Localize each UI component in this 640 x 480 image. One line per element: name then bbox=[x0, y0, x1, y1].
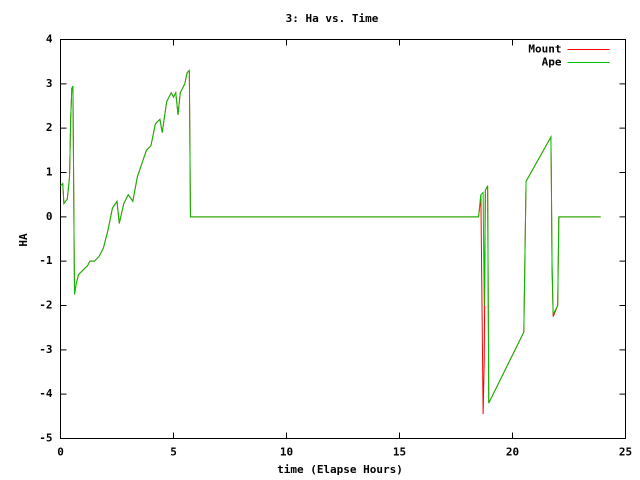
y-tick-label: 1 bbox=[46, 166, 53, 179]
y-tick-label: -2 bbox=[39, 299, 52, 312]
y-tick-label: -3 bbox=[39, 343, 52, 356]
y-tick-label: -1 bbox=[39, 254, 53, 267]
y-tick-label: 0 bbox=[46, 210, 53, 223]
y-tick-label: 3 bbox=[46, 77, 53, 90]
y-tick-label: 4 bbox=[46, 33, 53, 46]
legend-label: Mount bbox=[528, 43, 561, 56]
x-tick-label: 10 bbox=[280, 446, 293, 459]
y-tick-label: -4 bbox=[39, 387, 53, 400]
y-axis-label: HA bbox=[17, 233, 30, 247]
legend-label: Ape bbox=[542, 56, 562, 69]
y-tick-label: -5 bbox=[39, 432, 52, 445]
x-tick-label: 25 bbox=[619, 446, 632, 459]
x-tick-label: 0 bbox=[57, 446, 64, 459]
y-tick-label: 2 bbox=[46, 121, 53, 134]
x-tick-label: 20 bbox=[506, 446, 519, 459]
series-line bbox=[60, 69, 601, 404]
chart-title: 3: Ha vs. Time bbox=[286, 12, 379, 25]
x-tick-label: 5 bbox=[170, 446, 177, 459]
plot-frame bbox=[60, 39, 626, 439]
x-tick-label: 15 bbox=[393, 446, 406, 459]
x-axis-label: time (Elapse Hours) bbox=[277, 463, 403, 476]
